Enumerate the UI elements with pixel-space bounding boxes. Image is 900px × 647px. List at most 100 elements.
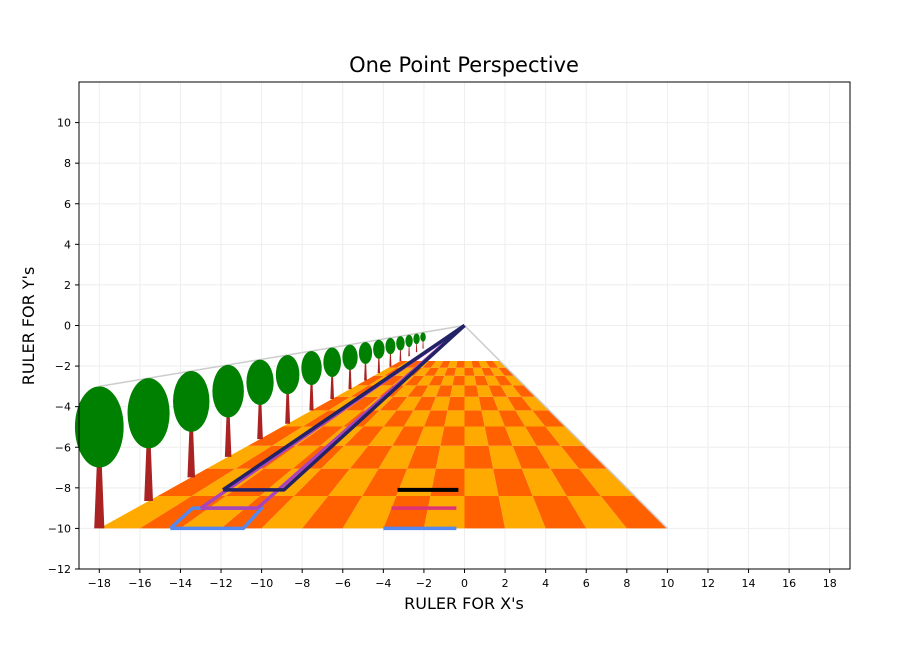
x-tick-label: −4: [375, 577, 391, 590]
y-axis-ticks: −12 −10 −8 −6 −4 −2 0 2 4 6 8 10: [48, 117, 79, 576]
floor-tile: [363, 410, 397, 427]
floor-tile: [99, 495, 192, 529]
floor-tile: [294, 468, 350, 496]
floor-tile: [456, 360, 465, 368]
x-tick-label: −10: [250, 577, 273, 590]
floor-tile: [396, 396, 422, 411]
floor-tile: [492, 360, 507, 368]
tree-canopy: [246, 359, 274, 406]
floor-tile: [157, 468, 236, 496]
floor-tile: [311, 396, 351, 411]
floor-tile: [379, 396, 408, 411]
x-tick-label: 8: [623, 577, 630, 590]
floor-tile: [452, 375, 465, 386]
floor-tile: [439, 360, 451, 368]
x-tick-label: −16: [128, 577, 151, 590]
floor-tile: [440, 426, 465, 446]
floor-tile: [464, 426, 489, 446]
floor-tile: [261, 495, 329, 529]
floor-tile: [507, 396, 533, 411]
floor-tile: [464, 375, 477, 386]
floor-tile: [248, 426, 303, 446]
floor-tile: [393, 385, 417, 397]
floor-tile: [481, 367, 495, 376]
guide-line: [99, 324, 465, 388]
floor-tile: [504, 375, 525, 386]
floor-tile: [428, 375, 445, 386]
floor-tile: [323, 410, 363, 427]
y-tick-label: 2: [64, 279, 71, 292]
y-tick-label: −2: [55, 360, 71, 373]
floor-tile: [550, 468, 601, 496]
y-tick-label: 8: [64, 157, 71, 170]
tree-canopy: [413, 333, 420, 345]
floor-tile: [464, 468, 499, 496]
tree-canopy: [127, 378, 170, 449]
guide-line: [463, 324, 668, 529]
tree-canopy: [358, 342, 373, 365]
y-tick-label: −4: [55, 401, 71, 414]
x-tick-label: 16: [782, 577, 796, 590]
floor-tile: [413, 396, 436, 411]
floor-tile: [488, 445, 522, 469]
floor-tile: [472, 367, 485, 376]
floor-tile: [444, 410, 465, 427]
floor-tile: [430, 360, 444, 368]
x-tick-label: −6: [335, 577, 351, 590]
plot-frame: [78, 81, 851, 570]
floor-tile: [430, 396, 451, 411]
floor-tile: [493, 468, 533, 496]
x-tick-label: −2: [416, 577, 432, 590]
y-tick-label: 0: [64, 320, 71, 333]
x-tick-label: 0: [461, 577, 468, 590]
floor-tile: [498, 410, 526, 427]
x-tick-label: −14: [169, 577, 192, 590]
x-tick-label: −18: [88, 577, 111, 590]
floor-tile: [447, 396, 465, 411]
floor-tile: [464, 445, 494, 469]
floor-tile: [407, 445, 441, 469]
floor-tile: [383, 495, 431, 529]
tree-canopy: [173, 371, 210, 432]
floor-tile: [383, 410, 414, 427]
floor-tile: [471, 360, 482, 368]
x-tick-label: 4: [542, 577, 549, 590]
y-axis-label: RULER FOR Y's: [19, 267, 38, 386]
floor-tile: [392, 426, 425, 446]
floor-tile: [494, 375, 513, 386]
floor-tile: [362, 468, 408, 496]
floor-tile: [532, 495, 587, 529]
floor-tile: [521, 396, 550, 411]
floor-tile: [344, 426, 384, 446]
floor-tile: [493, 396, 516, 411]
x-axis-ticks: −18 −16 −14 −12 −10 −8 −6 −4 −2 0 2 4 6 8 10 12 14 16 18: [88, 569, 837, 590]
floor-tile: [364, 385, 393, 397]
floor-tile: [525, 426, 561, 446]
floor-tile: [435, 445, 465, 469]
floor-tile: [380, 375, 405, 386]
floor-tile: [464, 385, 479, 397]
floor-tile: [342, 495, 397, 529]
floor-tile: [579, 468, 635, 496]
floor-tile: [422, 360, 437, 368]
x-tick-label: 12: [701, 577, 715, 590]
tree-canopy: [342, 344, 358, 371]
floor-tile: [368, 426, 404, 446]
measure-segment: [223, 324, 466, 492]
floor-tile: [405, 360, 422, 368]
tree-canopy: [301, 351, 322, 385]
y-tick-label: 4: [64, 238, 71, 251]
checker-floor: [99, 360, 668, 529]
floor-tile: [560, 445, 608, 469]
tree-canopy: [275, 354, 300, 395]
floor-tile: [484, 375, 501, 386]
floor-tile: [349, 445, 393, 469]
floor-tile: [450, 385, 465, 397]
y-tick-label: 10: [57, 117, 71, 130]
floor-tile: [296, 426, 344, 446]
floor-tile: [447, 360, 458, 368]
floor-tile: [421, 385, 441, 397]
floor-tile: [336, 385, 369, 397]
floor-tile: [407, 385, 429, 397]
floor-tile: [536, 445, 580, 469]
